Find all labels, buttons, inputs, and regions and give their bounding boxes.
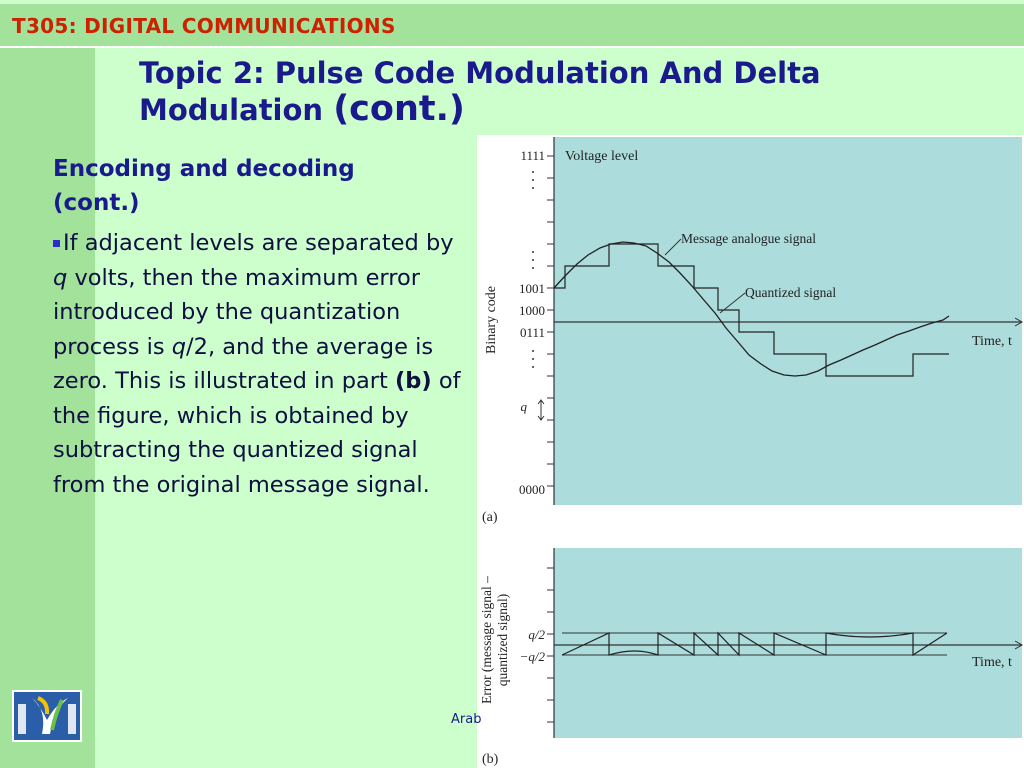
quantized-signal-pointer (719, 292, 746, 314)
neg-q-half-label: −q/2 (520, 649, 546, 664)
subheading-line-2: (cont.) (53, 190, 140, 216)
binary-code-axis-title: Binary code (484, 286, 499, 354)
panel-b-background (554, 548, 1022, 738)
tick-label-1111: 1111 (520, 148, 545, 163)
panel-a-ticks (547, 155, 554, 487)
footer-text: Arab (451, 712, 482, 727)
tick-label-1001: 1001 (519, 281, 545, 296)
panel-a-label: (a) (482, 510, 498, 525)
slide-title-cont: (cont.) (333, 89, 465, 129)
bullet-icon (53, 240, 60, 247)
body-part-4: of the figure, which is obtained by subt… (53, 368, 461, 498)
course-title: T305: DIGITAL COMMUNICATIONS (12, 14, 396, 38)
body-q-symbol-2: q (171, 333, 187, 360)
subheading-line-1: Encoding and decoding (53, 156, 355, 182)
ellipsis-dots (532, 171, 534, 368)
university-logo (12, 690, 82, 742)
left-decorative-strip (0, 48, 95, 768)
panel-a-time-label: Time, t (972, 334, 1012, 349)
slide-title: Topic 2: Pulse Code Modulation And Delta… (139, 55, 899, 128)
panel-a-background (554, 137, 1022, 505)
message-signal-label: Message analogue signal (681, 231, 816, 246)
slide-title-main: Topic 2: Pulse Code Modulation And Delta… (139, 56, 821, 127)
error-axis-title-line1: Error (message signal – (479, 576, 494, 704)
error-axis-title-line2: quantized signal) (495, 594, 510, 687)
body-part-2: volts, then the maximum error introduced… (53, 264, 421, 360)
q-half-label: q/2 (528, 627, 545, 642)
panel-b-ticks (547, 567, 554, 723)
body-b-label: (b) (395, 368, 432, 394)
section-subheading: Encoding and decoding (cont.) (53, 152, 453, 220)
tick-label-0111: 0111 (520, 325, 545, 340)
quantized-signal-label: Quantized signal (745, 285, 836, 300)
q-arrow (537, 399, 545, 421)
body-part-1: If adjacent levels are separated by (63, 230, 454, 256)
message-analogue-signal (553, 241, 950, 377)
q-spacing-label: q (521, 399, 528, 414)
message-signal-pointer (664, 238, 682, 256)
body-paragraph: If adjacent levels are separated by q vo… (53, 226, 473, 502)
pcm-quantization-figure: 1111 1001 1000 0111 0000 q Binary code V… (477, 135, 1024, 768)
tick-label-0000: 0000 (519, 482, 545, 497)
tick-label-1000: 1000 (519, 303, 545, 318)
error-signal (561, 631, 948, 657)
body-q-symbol: q (53, 264, 68, 291)
course-header-bar: T305: DIGITAL COMMUNICATIONS (0, 4, 1024, 48)
panel-b-time-label: Time, t (972, 655, 1012, 670)
voltage-level-label: Voltage level (565, 149, 638, 164)
figure-svg: 1111 1001 1000 0111 0000 q Binary code V… (479, 137, 1024, 767)
body-part-3: /2, and the average is zero. This is ill… (53, 333, 434, 395)
quantized-signal (554, 243, 949, 377)
panel-b-time-arrow (1014, 640, 1024, 650)
panel-a-time-arrow (1014, 317, 1024, 327)
panel-b-label: (b) (482, 752, 499, 767)
